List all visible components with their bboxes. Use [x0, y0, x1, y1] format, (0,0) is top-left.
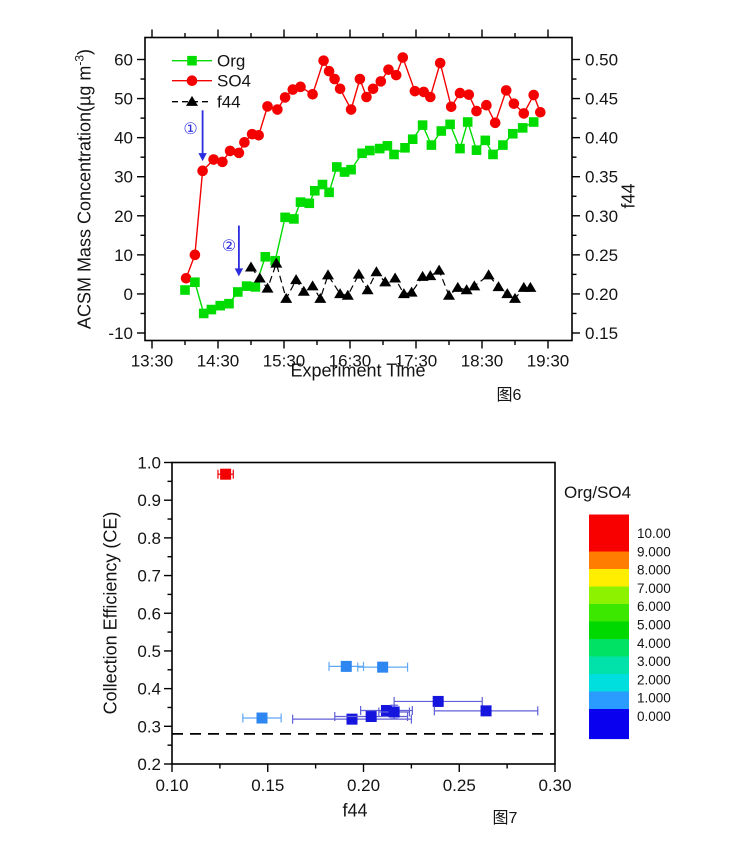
svg-text:②: ② [222, 238, 236, 255]
svg-text:0.9: 0.9 [137, 491, 161, 510]
svg-text:20: 20 [114, 207, 133, 226]
svg-text:0.8: 0.8 [137, 529, 161, 548]
fig7-data-point [360, 704, 413, 716]
so4-series [180, 52, 546, 284]
svg-text:0.30: 0.30 [585, 207, 618, 226]
colorbar-band [589, 569, 629, 588]
colorbar-band [589, 514, 629, 553]
svg-text:40: 40 [114, 129, 133, 148]
svg-text:0.2: 0.2 [137, 755, 161, 774]
svg-text:15:30: 15:30 [263, 352, 306, 371]
svg-text:7.000: 7.000 [637, 581, 671, 596]
colorbar-band [589, 656, 629, 675]
fig6-axes: 13:30 14:30 15:30 16:30 17:30 18:30 19:30 -10 0 1… [108, 29, 618, 371]
colorbar-band [589, 586, 629, 605]
svg-text:13:30: 13:30 [131, 352, 174, 371]
svg-text:0.10: 0.10 [155, 776, 188, 795]
svg-text:50: 50 [114, 90, 133, 109]
svg-text:3.000: 3.000 [637, 654, 671, 669]
svg-text:2.000: 2.000 [637, 672, 671, 687]
fig7-data-point [217, 468, 234, 480]
fig7-y-title: Collection Efficiency (CE) [100, 511, 121, 715]
fig6-plot-frame [144, 36, 573, 342]
svg-text:SO4: SO4 [217, 72, 251, 91]
svg-text:10.00: 10.00 [637, 526, 671, 541]
svg-text:-10: -10 [108, 324, 133, 343]
colorbar-band [589, 674, 629, 693]
figure7-scatter-chart: 0.10 0.15 0.20 0.25 0.30 0.2 0.3 0.4 0.5 0.6 0.7 0.… [137, 454, 670, 796]
svg-text:Org: Org [217, 52, 245, 71]
svg-text:0.35: 0.35 [585, 168, 618, 187]
svg-text:0: 0 [124, 285, 133, 304]
svg-text:f44: f44 [217, 93, 241, 112]
figure6-timeseries-chart: 13:30 14:30 15:30 16:30 17:30 18:30 19:30 -10 0 1… [108, 29, 618, 371]
fig6-caption: 图6 [496, 387, 522, 404]
org-series [180, 117, 539, 319]
fig7-data-point [433, 705, 539, 717]
svg-text:30: 30 [114, 168, 133, 187]
colorbar: 10.00 9.000 8.000 7.000 6.000 5.000 4.000 3.000… [589, 514, 671, 740]
svg-text:0.20: 0.20 [347, 776, 380, 795]
fig7-data-point [357, 661, 409, 673]
svg-text:10: 10 [114, 246, 133, 265]
svg-text:14:30: 14:30 [197, 352, 240, 371]
f44-series [245, 257, 537, 303]
fig7-caption: 图7 [492, 810, 518, 827]
fig6-y-left-title-main: ACSM Mass Concentration(µg m [74, 65, 95, 330]
svg-text:17:30: 17:30 [395, 352, 438, 371]
svg-text:0.50: 0.50 [585, 50, 618, 69]
svg-text:8.000: 8.000 [637, 563, 671, 578]
svg-text:0.6: 0.6 [137, 604, 161, 623]
svg-text:0.000: 0.000 [637, 709, 671, 724]
fig7-x-title: f44 [342, 800, 368, 821]
svg-text:0.4: 0.4 [137, 680, 161, 699]
colorbar-title: Org/SO4 [564, 483, 632, 502]
svg-text:19:30: 19:30 [527, 352, 570, 371]
svg-text:4.000: 4.000 [637, 636, 671, 651]
fig6-y-left-title-end: ) [74, 48, 95, 55]
svg-text:60: 60 [114, 51, 133, 70]
svg-text:1.0: 1.0 [137, 454, 161, 473]
fig6-y-left-title: ACSM Mass Concentration(µg m-3) [73, 49, 96, 329]
svg-text:16:30: 16:30 [329, 352, 372, 371]
svg-text:0.30: 0.30 [538, 776, 571, 795]
fig7-data-point [393, 695, 483, 707]
svg-text:0.15: 0.15 [251, 776, 284, 795]
colorbar-band [589, 604, 629, 623]
svg-text:0.15: 0.15 [585, 324, 618, 343]
svg-text:1.000: 1.000 [637, 691, 671, 706]
fig7-points [217, 468, 539, 725]
svg-text:0.25: 0.25 [443, 776, 476, 795]
fig6-y-left-title-sup: -3 [72, 54, 87, 66]
fig7-axes: 0.10 0.15 0.20 0.25 0.30 0.2 0.3 0.4 0.5 0.6 0.7 0.… [137, 454, 571, 796]
colorbar-band [589, 621, 629, 640]
fig6-x-title: Experiment Time [290, 360, 426, 381]
svg-text:9.000: 9.000 [637, 544, 671, 559]
svg-text:0.7: 0.7 [137, 567, 161, 586]
colorbar-band [589, 639, 629, 658]
svg-text:0.40: 0.40 [585, 129, 618, 148]
colorbar-band [589, 709, 629, 740]
svg-text:0.5: 0.5 [137, 642, 161, 661]
fig7-data-point [242, 712, 282, 724]
svg-text:0.45: 0.45 [585, 90, 618, 109]
svg-text:5.000: 5.000 [637, 618, 671, 633]
fig6-y-right-title: f44 [618, 183, 639, 209]
svg-text:①: ① [183, 121, 197, 138]
fig6-annotation-arrow-2: ② [222, 225, 244, 277]
svg-text:0.25: 0.25 [585, 246, 618, 265]
colorbar-band [589, 551, 629, 570]
svg-text:0.3: 0.3 [137, 717, 161, 736]
colorbar-band [589, 691, 629, 710]
svg-text:6.000: 6.000 [637, 599, 671, 614]
svg-text:18:30: 18:30 [461, 352, 504, 371]
svg-text:0.20: 0.20 [585, 285, 618, 304]
fig6-annotation-arrow-1: ① [183, 110, 207, 162]
